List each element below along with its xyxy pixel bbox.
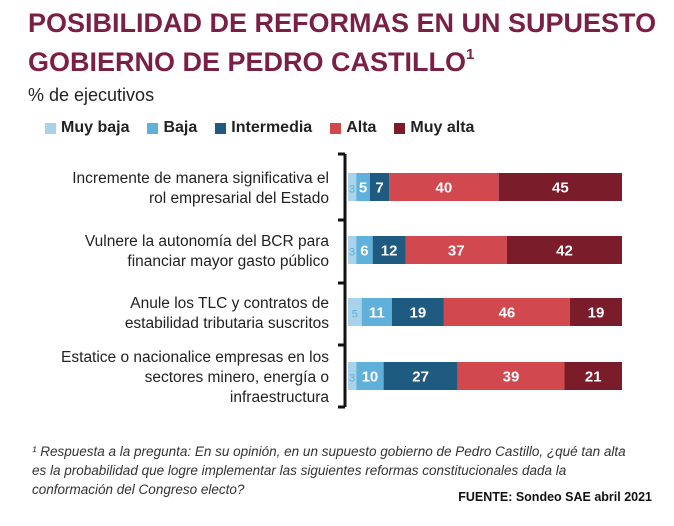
bar-segment [498,173,622,201]
data-label: 5 [359,180,367,197]
bar-segment [361,298,392,326]
data-label: 46 [499,305,516,322]
category-label-line: Incremente de manera significativa el [72,170,329,187]
data-label: 19 [588,305,605,322]
data-label: 19 [410,305,427,322]
bar-segment [457,362,565,390]
data-label: 42 [556,243,573,260]
data-label: 27 [412,369,429,386]
bar-segment [348,236,357,264]
data-label: 3 [349,373,355,385]
legend-swatch [330,122,342,134]
legend-item-4: Muy alta [394,119,474,137]
data-label: 40 [436,180,453,197]
category-label-line: Estatice o nacionalice empresas en los [61,349,329,366]
chart-subtitle: % de ejecutivos [28,85,155,105]
bar-segment [356,362,384,390]
legend-item-0: Muy baja [45,119,129,137]
source-note: FUENTE: Sondeo SAE abril 2021 [458,490,652,504]
bar-segment [369,173,390,201]
category-label-line: financiar mayor gasto público [127,253,329,270]
data-label: 7 [375,180,383,197]
data-label: 3 [349,247,355,259]
data-label: 39 [503,369,520,386]
bar-segment [564,362,622,390]
category-label: Estatice o nacionalice empresas en los se… [61,349,329,406]
category-label-line: Vulnere la autonomía del BCR para [85,233,330,250]
category-label: Anule los TLC y contratos de estabilidad … [125,295,329,332]
chart-title: POSIBILIDAD DE REFORMAS EN UN SUPUESTO G… [28,8,657,77]
bar-segment [389,173,499,201]
data-label: 11 [369,305,385,322]
bar-segment [383,362,458,390]
bar-segment [569,298,622,326]
legend-swatch [215,122,227,134]
footnote: ¹ Respuesta a la pregunta: En su opinión… [32,444,626,497]
bar-segment [356,173,370,201]
title-footnote-mark: 1 [466,46,475,63]
data-label: 45 [552,180,569,197]
bar-segment [391,298,444,326]
data-label: 3 [349,184,355,196]
data-label: 37 [448,243,465,260]
data-label: 12 [381,243,398,260]
data-label: 10 [362,369,379,386]
legend-label: Baja [163,119,198,136]
bar-segment [356,236,373,264]
legend-label: Alta [346,119,377,136]
category-axis [338,152,347,409]
bar-segment [348,362,357,390]
category-label-line: rol empresarial del Estado [149,190,329,207]
data-label: 5 [352,309,358,321]
bar-segment [348,298,362,326]
legend-label: Muy baja [61,119,130,136]
bar-segment [506,236,622,264]
legend-label: Muy alta [410,119,475,136]
legend-label: Intermedia [231,119,313,136]
category-label: Vulnere la autonomía del BCR para financi… [85,233,330,270]
legend-swatch [147,122,159,134]
chart-legend: Muy baja Baja Intermedia Alta Muy alta [45,119,474,137]
category-label-line: sectores minero, energía o [145,369,329,386]
legend-item-3: Alta [330,119,376,137]
legend-swatch [394,122,406,134]
category-label-line: estabilidad tributaria suscritos [125,315,329,332]
bar-segment [372,236,406,264]
stacked-bar-chart: Incremente de manera significativa el rol… [61,152,622,409]
legend-swatch [45,122,56,134]
bar-segment [348,173,357,201]
bar-segment [405,236,507,264]
category-label-line: Anule los TLC y contratos de [130,295,329,312]
category-label-line: infraestructura [230,389,329,406]
data-label: 21 [585,369,602,386]
category-label: Incremente de manera significativa el rol… [72,170,329,207]
legend-item-1: Baja [147,119,197,137]
data-label: 6 [360,243,368,260]
legend-item-2: Intermedia [215,119,312,137]
bar-segment [443,298,570,326]
